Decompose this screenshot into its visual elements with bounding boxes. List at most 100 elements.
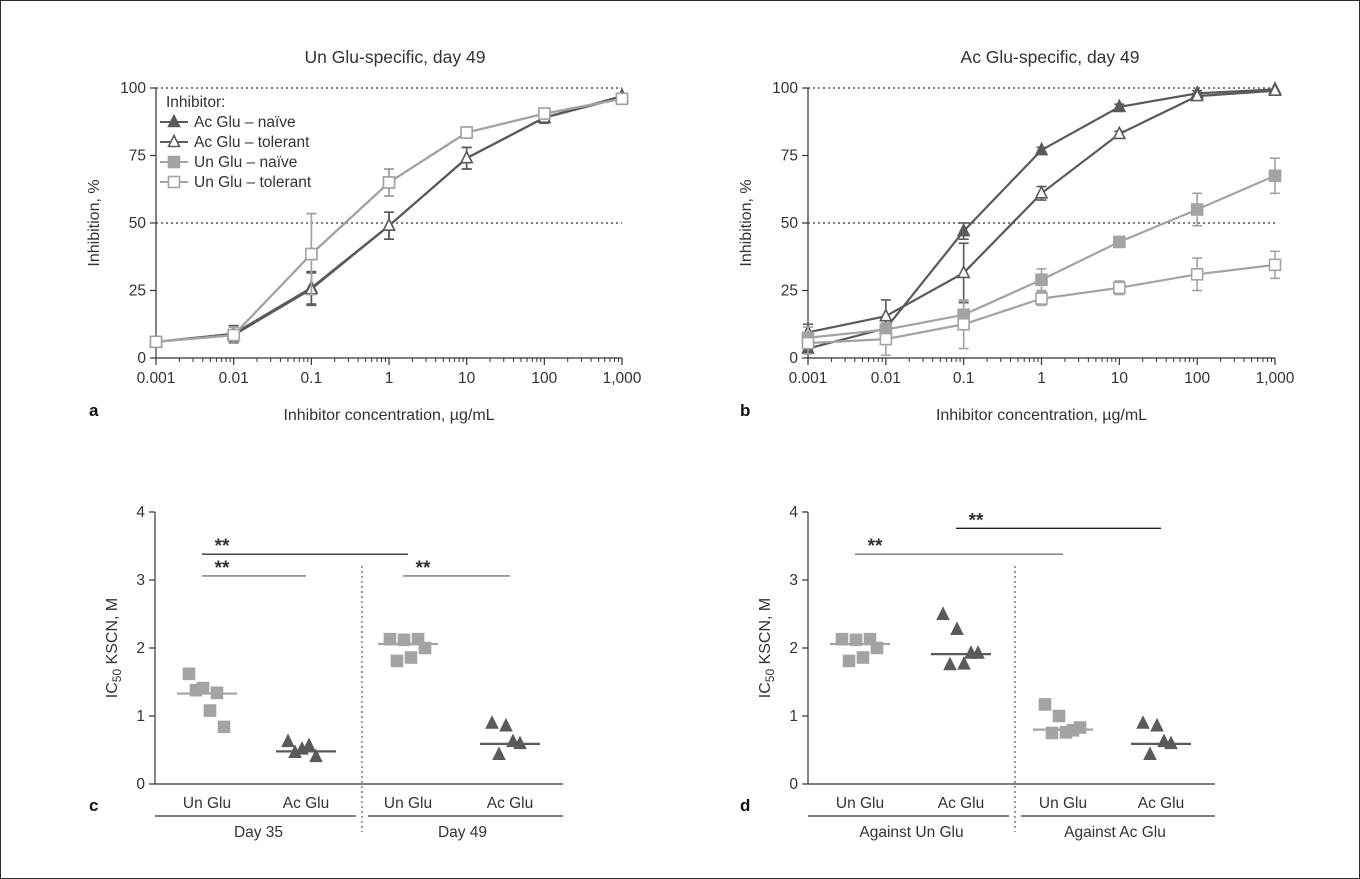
data-point [1190,203,1204,216]
data-point [210,686,224,700]
x-tick-label: Un Glu [1039,795,1087,812]
y-tick-label: 75 [781,148,798,165]
x-tick-label: 100 [531,370,557,387]
series-0 [801,81,1282,354]
group-3: Ac Glu [480,715,540,812]
data-point [1190,267,1204,281]
y-tick-label: 100 [120,80,146,97]
significance-stars: ** [215,558,230,579]
data-point [1073,721,1087,734]
legend-marker [167,113,181,128]
data-point [281,733,295,748]
y-tick-label: 2 [789,640,798,657]
data-point [1052,709,1066,723]
data-point [1190,87,1204,102]
data-point [1113,235,1126,249]
x-tick-label: Un Glu [836,795,884,812]
x-tick-label: 1 [1037,370,1046,387]
series-line [807,88,1276,350]
y-axis-label: IC50 KSCN, M [757,598,777,698]
data-point [1035,292,1048,305]
y-tick-label: 50 [129,215,147,232]
group-label: Day 35 [234,824,283,841]
x-tick-label: Ac Glu [283,795,330,812]
data-point [856,651,870,664]
panel-c: 0 1 2 3 4 IC50 KSCN, M Un Glu Ac Glu Un Glu Ac Gl… [89,504,563,841]
panel-label: a [89,401,99,420]
data-point [1157,733,1171,748]
group-0: Un Glu [830,632,890,812]
data-point [936,606,950,620]
y-tick-label: 25 [781,283,798,300]
legend-entry: Un Glu – tolerant [194,174,312,191]
data-point [1112,125,1127,140]
data-point [971,645,985,659]
group-2: Un Glu [1033,698,1093,812]
panel-title: Ac Glu-specific, day 49 [961,47,1140,67]
legend-entry: Ac Glu – tolerant [194,134,310,151]
legend-marker [167,155,181,169]
data-point [459,149,474,164]
panel-b: 0 25 50 75 100 0.001 0.01 0.1 1 10 100 1,000 Ac Glu-… [738,47,1295,424]
panel-d: 0 1 2 3 4 IC50 KSCN, M Un Glu Ac Glu Un Glu Ac Gl… [740,504,1215,841]
significance-stars: ** [969,510,984,531]
data-point [485,715,499,729]
y-tick-label: 4 [789,504,798,521]
data-point [1136,715,1150,729]
significance-stars: ** [868,536,883,557]
data-point [835,632,849,646]
data-point [950,621,964,635]
data-point [382,176,396,189]
data-point [801,336,815,350]
data-point [943,656,957,671]
data-point [1143,746,1157,761]
significance-stars: ** [215,536,230,557]
data-point [288,744,302,759]
panel-label: c [89,796,98,815]
data-point [182,667,196,681]
data-point [1113,281,1126,295]
y-tick-label: 100 [772,80,798,97]
series-3 [149,92,629,349]
data-point [499,717,513,732]
y-axis-label: Inhibition, % [86,179,103,266]
panel-a: 0 25 50 75 100 0.001 0.01 0.1 1 10 100 1,000 Un Glu-… [86,47,642,424]
x-tick-label: 1,000 [603,370,642,387]
data-point [1035,273,1048,287]
data-point [149,335,163,349]
data-point [842,654,856,668]
data-point [1059,726,1073,739]
x-tick-label: 1 [385,370,394,387]
x-tick-label: 100 [1184,370,1210,387]
y-axis-label: Inhibition, % [738,179,755,266]
y-tick-label: 1 [789,708,798,725]
data-point [397,633,411,647]
data-point [1268,258,1282,272]
data-point [305,247,318,261]
x-axis-label: Inhibitor concentration, µg/mL [936,407,1147,424]
x-tick-label: 0.001 [789,370,828,387]
data-point [1038,698,1052,711]
legend-entry: Un Glu – naïve [194,154,297,171]
data-point [302,737,316,752]
data-point [383,632,397,646]
data-point [956,264,971,279]
data-point [863,632,877,646]
y-tick-label: 0 [789,776,798,793]
group-label: Against Un Glu [859,824,963,841]
x-tick-label: Ac Glu [1138,795,1185,812]
legend-title: Inhibitor: [166,94,225,111]
data-point [615,92,629,106]
data-point [418,641,432,655]
y-tick-label: 0 [136,776,145,793]
data-point [1034,185,1049,199]
data-point [1112,98,1127,113]
x-axis-label: Inhibitor concentration, µg/mL [283,407,494,424]
data-point [411,632,425,646]
y-tick-label: 1 [136,708,145,725]
group-2: Un Glu [378,632,438,812]
data-point [492,746,506,761]
y-tick-label: 2 [136,640,145,657]
y-tick-label: 0 [789,350,798,367]
